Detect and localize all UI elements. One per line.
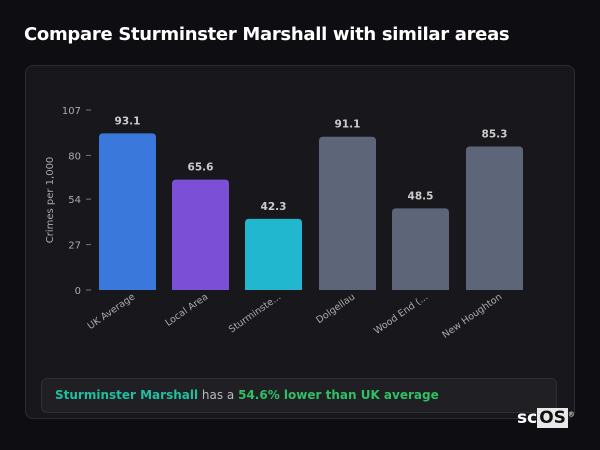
x-tick-label: UK Average bbox=[86, 291, 138, 332]
bar bbox=[99, 133, 156, 290]
y-tick-label: 0 bbox=[75, 286, 81, 297]
y-tick-label: 80 bbox=[68, 151, 81, 162]
summary-connector: has a bbox=[198, 388, 239, 402]
y-tick-label: 54 bbox=[68, 195, 81, 206]
bar-value-label: 65.6 bbox=[188, 162, 214, 174]
page-title: Compare Sturminster Marshall with simila… bbox=[24, 24, 510, 45]
summary-area: Sturminster Marshall bbox=[55, 388, 199, 402]
scos-logo: sc OS ® bbox=[517, 408, 575, 428]
bar bbox=[319, 136, 376, 290]
x-tick-label: New Houghton bbox=[440, 291, 504, 340]
y-axis-label: Crimes per 1,000 bbox=[45, 157, 56, 244]
y-tick-label: 107 bbox=[62, 106, 81, 117]
y-tick-label: 27 bbox=[68, 241, 81, 252]
bar-value-label: 93.1 bbox=[115, 115, 141, 127]
bar-value-label: 42.3 bbox=[261, 201, 287, 213]
x-tick-label: Wood End (... bbox=[372, 291, 430, 336]
bar bbox=[245, 218, 302, 290]
bar bbox=[172, 179, 229, 290]
x-tick-label: Dolgellau bbox=[314, 291, 357, 326]
bar-value-label: 91.1 bbox=[335, 119, 361, 131]
bar bbox=[392, 208, 449, 290]
summary-stat: 54.6% lower than UK average bbox=[238, 388, 439, 402]
bar-value-label: 85.3 bbox=[482, 129, 508, 141]
bar-value-label: 48.5 bbox=[408, 190, 434, 202]
x-tick-label: Local Area bbox=[163, 291, 210, 328]
bar bbox=[466, 146, 523, 290]
x-tick-label: Sturminste... bbox=[227, 291, 283, 335]
summary-box: Sturminster Marshall has a 54.6% lower t… bbox=[41, 378, 557, 413]
